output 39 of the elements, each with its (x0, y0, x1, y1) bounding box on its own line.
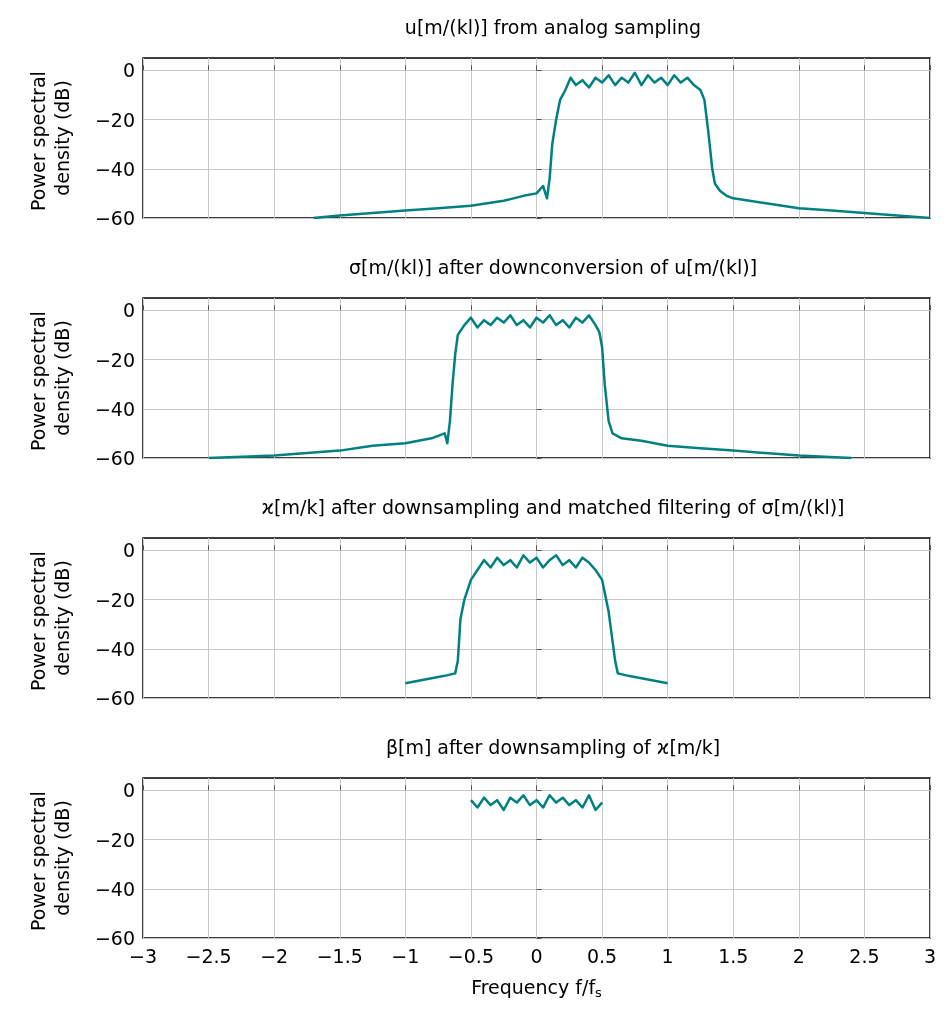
y-tick-label: −20 (94, 588, 135, 611)
y-tick-label: 0 (122, 539, 135, 562)
y-tick-label: −60 (94, 447, 135, 469)
y-axis-title: Power spectral density (dB) (27, 305, 73, 451)
y-tick-label: −20 (94, 828, 135, 851)
y-axis-title: Power spectral density (dB) (27, 545, 73, 691)
y-axis-title: Power spectral density (dB) (27, 785, 73, 931)
x-tick-label: 1 (661, 944, 674, 967)
x-tick-label: −2.5 (185, 944, 232, 967)
line-series (404, 553, 669, 685)
x-tick-label: 2 (792, 944, 805, 967)
y-tick-label: −20 (94, 108, 135, 131)
y-tick-label: −40 (94, 877, 135, 900)
y-tick-label: 0 (122, 779, 135, 802)
x-tick-label: 0 (530, 944, 543, 967)
x-tick-label: −2 (260, 944, 289, 967)
y-tick-label: −20 (94, 348, 135, 371)
line-series (207, 313, 853, 460)
y-tick-label: −40 (94, 637, 135, 660)
x-tick-label: 1.5 (718, 944, 749, 967)
line-series (469, 793, 604, 812)
chart-title: u[m/(kl)] from analog sampling (404, 15, 702, 38)
y-tick-label: −40 (94, 397, 135, 420)
line-series (312, 71, 932, 220)
y-tick-label: −60 (94, 207, 135, 229)
y-tick-label: −60 (94, 687, 135, 709)
x-tick-label: −1 (391, 944, 420, 967)
y-axis-title: Power spectral density (dB) (27, 65, 73, 211)
chart-title: ϰ[m/k] after downsampling and matched filtering of σ[m/(kl)] (261, 495, 845, 518)
x-tick-label: 3 (923, 944, 937, 967)
y-tick-label: 0 (122, 59, 135, 82)
x-tick-label: 2.5 (849, 944, 880, 967)
chart-title: σ[m/(kl)] after downconversion of u[m/(kl)] (348, 255, 758, 278)
x-tick-label: −0.5 (447, 944, 494, 967)
y-tick-label: 0 (122, 299, 135, 322)
x-tick-label: −1.5 (316, 944, 363, 967)
chart-title: β[m] after downsampling of ϰ[m/k] (385, 735, 721, 758)
x-tick-label: 0.5 (586, 944, 618, 967)
y-tick-label: −40 (94, 157, 135, 180)
